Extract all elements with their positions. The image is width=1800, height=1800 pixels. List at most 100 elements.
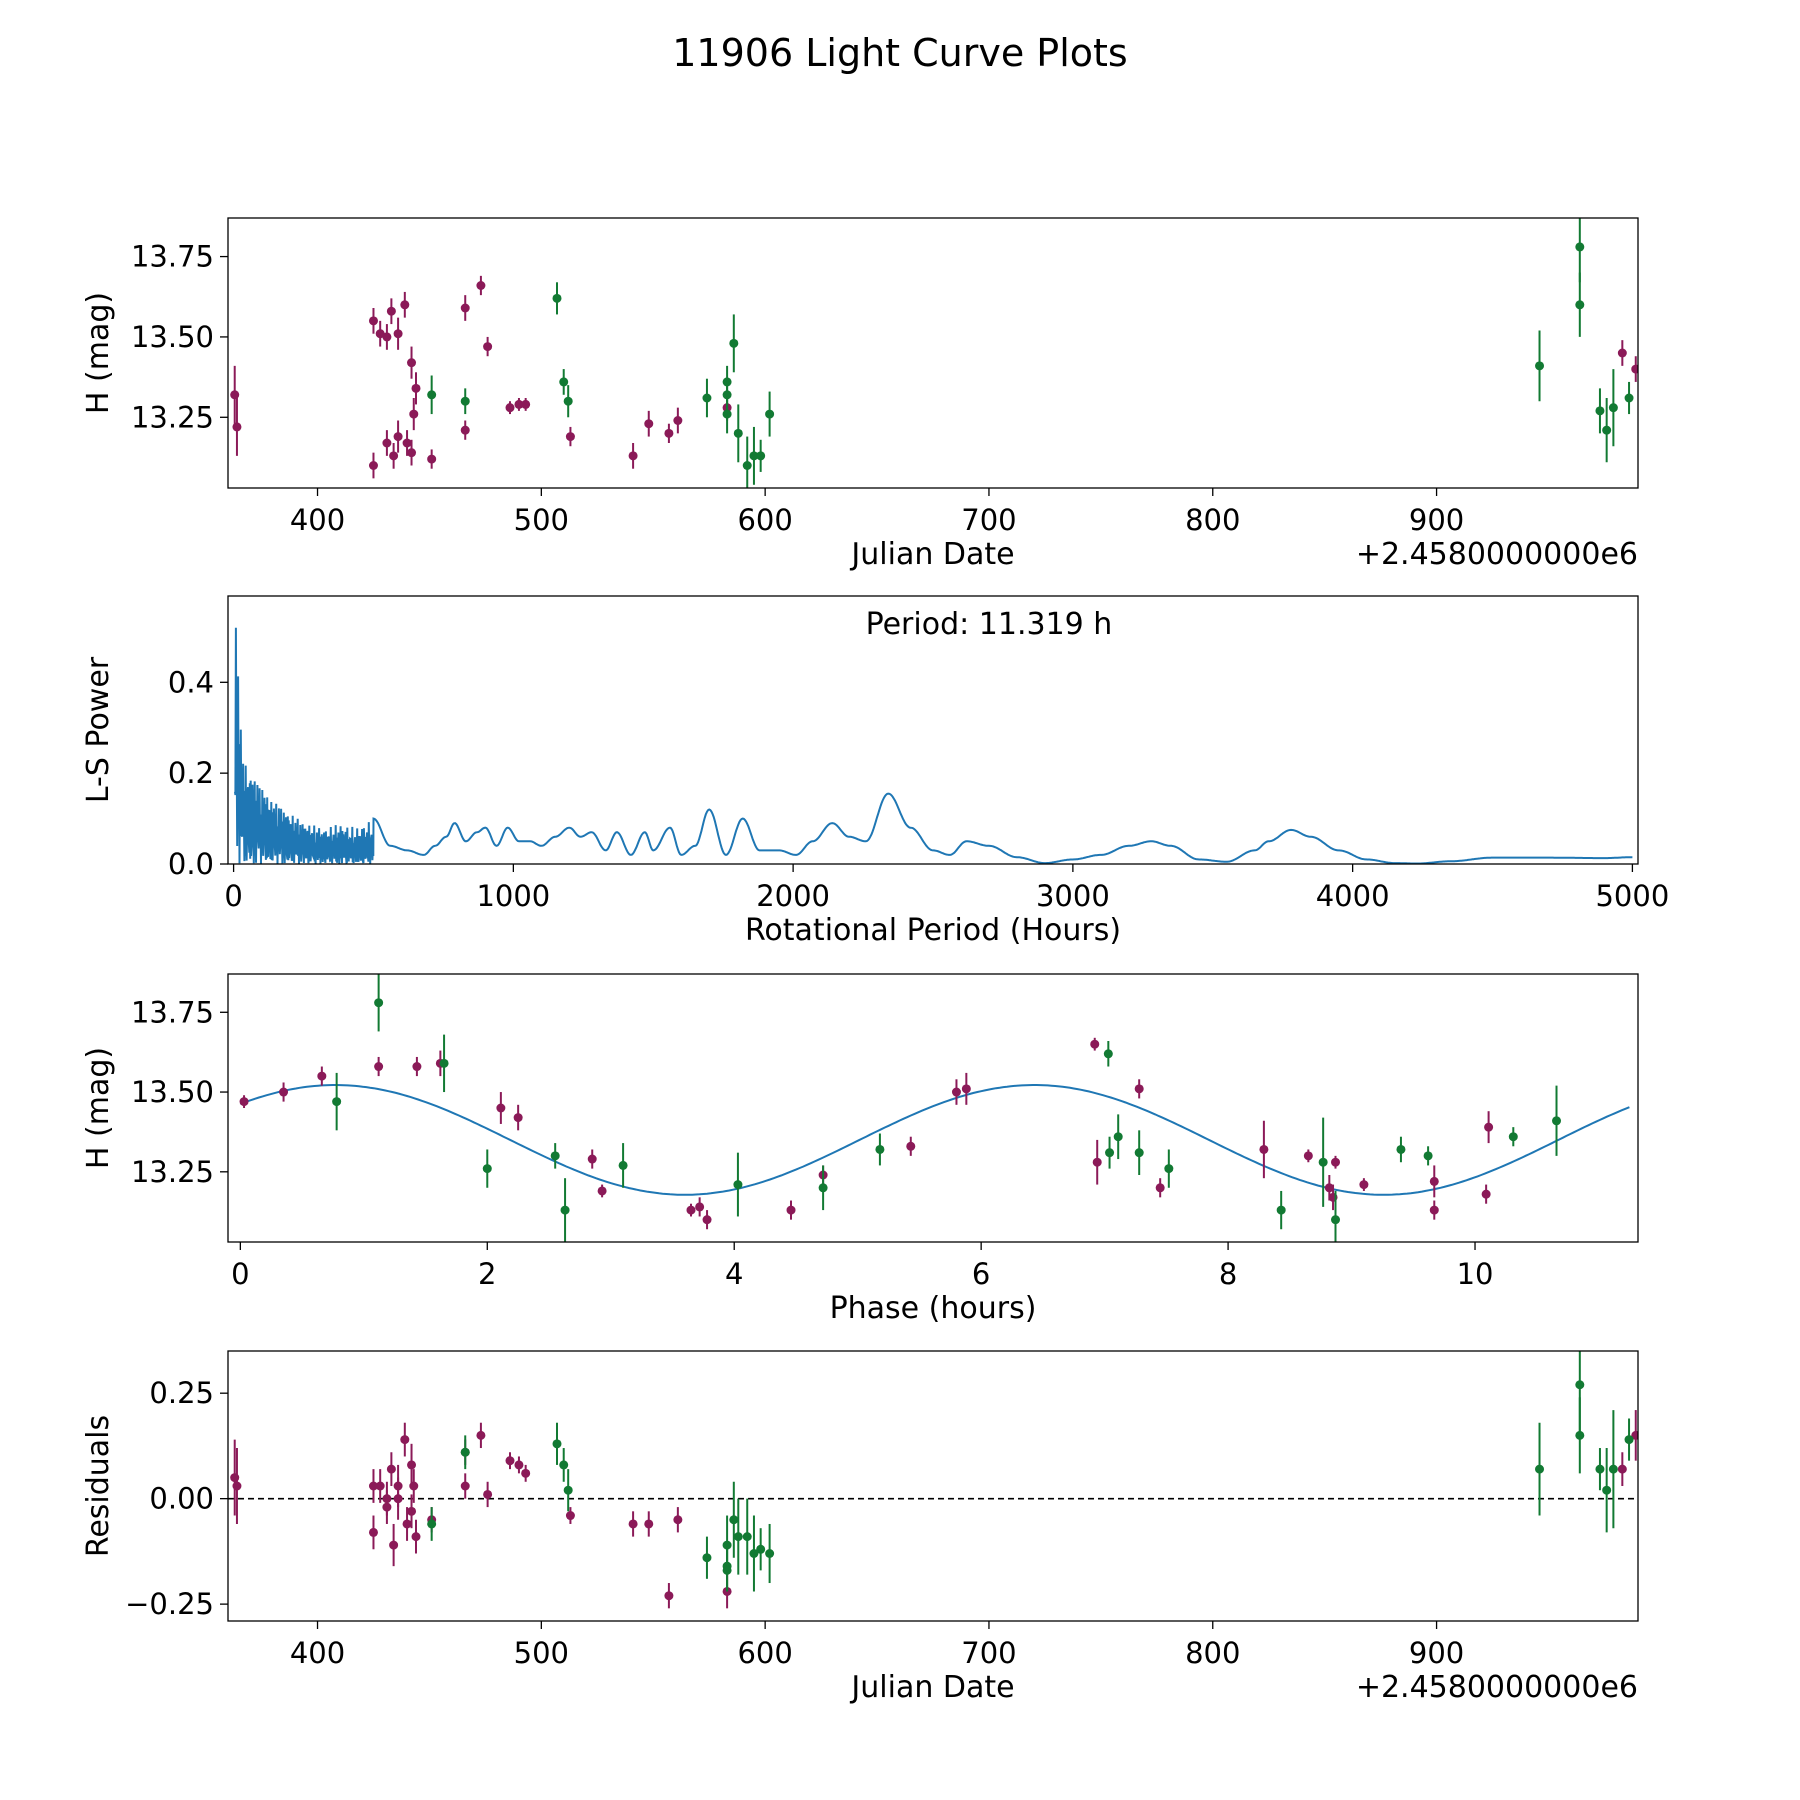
lightcurve-point <box>427 454 437 464</box>
residuals-ytick-label: 0.00 <box>149 1482 214 1516</box>
lightcurve-point <box>552 293 562 303</box>
residuals-point <box>702 1553 712 1563</box>
lightcurve-point <box>644 419 654 429</box>
phased-point <box>1276 1205 1286 1215</box>
residuals-point <box>382 1502 392 1512</box>
phased-xtick-label: 0 <box>231 1257 249 1291</box>
phased-xlabel: Phase (hours) <box>830 1291 1037 1326</box>
residuals-ylabel: Residuals <box>81 1415 116 1557</box>
residuals-point <box>460 1447 470 1457</box>
periodogram-xtick-label: 2000 <box>756 879 830 913</box>
residuals-point <box>552 1439 562 1449</box>
lightcurve-offset-label: +2.4580000000e6 <box>1356 537 1638 572</box>
residuals-point <box>1602 1485 1612 1495</box>
lightcurve-point <box>1631 364 1638 374</box>
lightcurve-point <box>483 342 493 352</box>
periodogram-ylabel: L-S Power <box>81 656 116 803</box>
phased-point <box>1090 1039 1100 1049</box>
lightcurve-point <box>389 451 399 461</box>
lightcurve-point <box>1647 329 1656 338</box>
residuals-plot-area <box>228 1351 1638 1609</box>
phased-point <box>560 1205 570 1215</box>
phased-point <box>439 1058 449 1068</box>
periodogram-panel: 0 1000 2000 3000 4000 5000 0.0 0.2 0.4 Rotational… <box>81 595 1669 948</box>
lightcurve-point <box>1602 425 1612 435</box>
residuals-xtick-label: 700 <box>961 1636 1016 1670</box>
residuals-point <box>427 1519 437 1529</box>
residuals-point <box>1535 1464 1545 1474</box>
lightcurve-point <box>400 300 410 310</box>
residuals-point <box>565 1511 575 1521</box>
periodogram-curve <box>234 627 1633 864</box>
periodogram-xtick-label: 0 <box>224 879 242 913</box>
lightcurve-xtick-label: 500 <box>514 503 569 537</box>
lightcurve-xtick-label: 800 <box>1185 503 1240 537</box>
residuals-point <box>407 1460 417 1470</box>
phased-xtick-label: 8 <box>1219 1257 1237 1291</box>
lightcurve-point <box>386 306 396 316</box>
lightcurve-point <box>407 358 417 368</box>
residuals-point <box>409 1481 419 1491</box>
phased-point <box>1324 1183 1334 1193</box>
residuals-point <box>664 1591 674 1601</box>
lightcurve-ytick-label: 13.50 <box>131 320 214 354</box>
phased-point <box>733 1180 743 1190</box>
residuals-point <box>400 1435 410 1445</box>
phased-point <box>412 1062 422 1072</box>
lightcurve-xlabel: Julian Date <box>849 537 1014 572</box>
phased-point <box>1113 1132 1123 1142</box>
lightcurve-point <box>702 393 712 403</box>
phased-point <box>239 1097 249 1107</box>
phased-point <box>374 998 384 1008</box>
lightcurve-point <box>722 409 732 419</box>
lightcurve-point <box>427 390 437 400</box>
lightcurve-point <box>382 332 392 342</box>
phased-point <box>1105 1148 1115 1158</box>
residuals-point <box>368 1527 378 1537</box>
phased-point <box>1164 1164 1174 1174</box>
lightcurve-point <box>1624 393 1634 403</box>
lightcurve-point <box>664 428 674 438</box>
periodogram-xtick-label: 4000 <box>1316 879 1390 913</box>
lightcurve-point <box>1595 406 1605 416</box>
periodogram-ytick-label: 0.0 <box>168 847 214 881</box>
phased-point <box>597 1186 607 1196</box>
residuals-point <box>386 1464 396 1474</box>
phased-point <box>875 1144 885 1154</box>
lightcurve-point <box>402 438 412 448</box>
lightcurve-ylabel: H (mag) <box>81 292 116 414</box>
residuals-xtick-label: 900 <box>1409 1636 1464 1670</box>
phased-point <box>482 1164 492 1174</box>
lightcurve-point <box>1575 300 1585 310</box>
residuals-point <box>1575 1430 1585 1440</box>
phased-point <box>961 1084 971 1094</box>
residuals-ytick-label: −0.25 <box>125 1587 214 1621</box>
residuals-point <box>411 1532 421 1542</box>
lightcurve-point <box>514 399 524 409</box>
residuals-point <box>521 1468 531 1478</box>
residuals-point <box>673 1515 683 1525</box>
phased-point <box>1484 1122 1494 1132</box>
residuals-xtick-label: 400 <box>290 1636 345 1670</box>
phased-point <box>1552 1116 1562 1126</box>
residuals-point <box>232 1481 242 1491</box>
phased-point <box>1155 1183 1165 1193</box>
phased-point <box>332 1097 342 1107</box>
residuals-series-filter-a <box>230 1410 1638 1609</box>
lightcurve-xtick-label: 700 <box>961 503 1016 537</box>
phased-point <box>702 1215 712 1225</box>
residuals-point <box>483 1489 493 1499</box>
residuals-point <box>644 1519 654 1529</box>
phased-point <box>1318 1157 1328 1167</box>
residuals-point <box>460 1481 470 1491</box>
phased-point <box>618 1160 628 1170</box>
lightcurve-point <box>563 396 573 406</box>
lightcurve-point <box>765 409 775 419</box>
periodogram-xtick-label: 1000 <box>476 879 550 913</box>
fit-curve <box>239 1084 1630 1196</box>
lightcurve-point <box>559 377 569 387</box>
residuals-point <box>368 1481 378 1491</box>
lightcurve-point <box>1608 403 1618 413</box>
lightcurve-plot-area <box>230 218 1656 488</box>
